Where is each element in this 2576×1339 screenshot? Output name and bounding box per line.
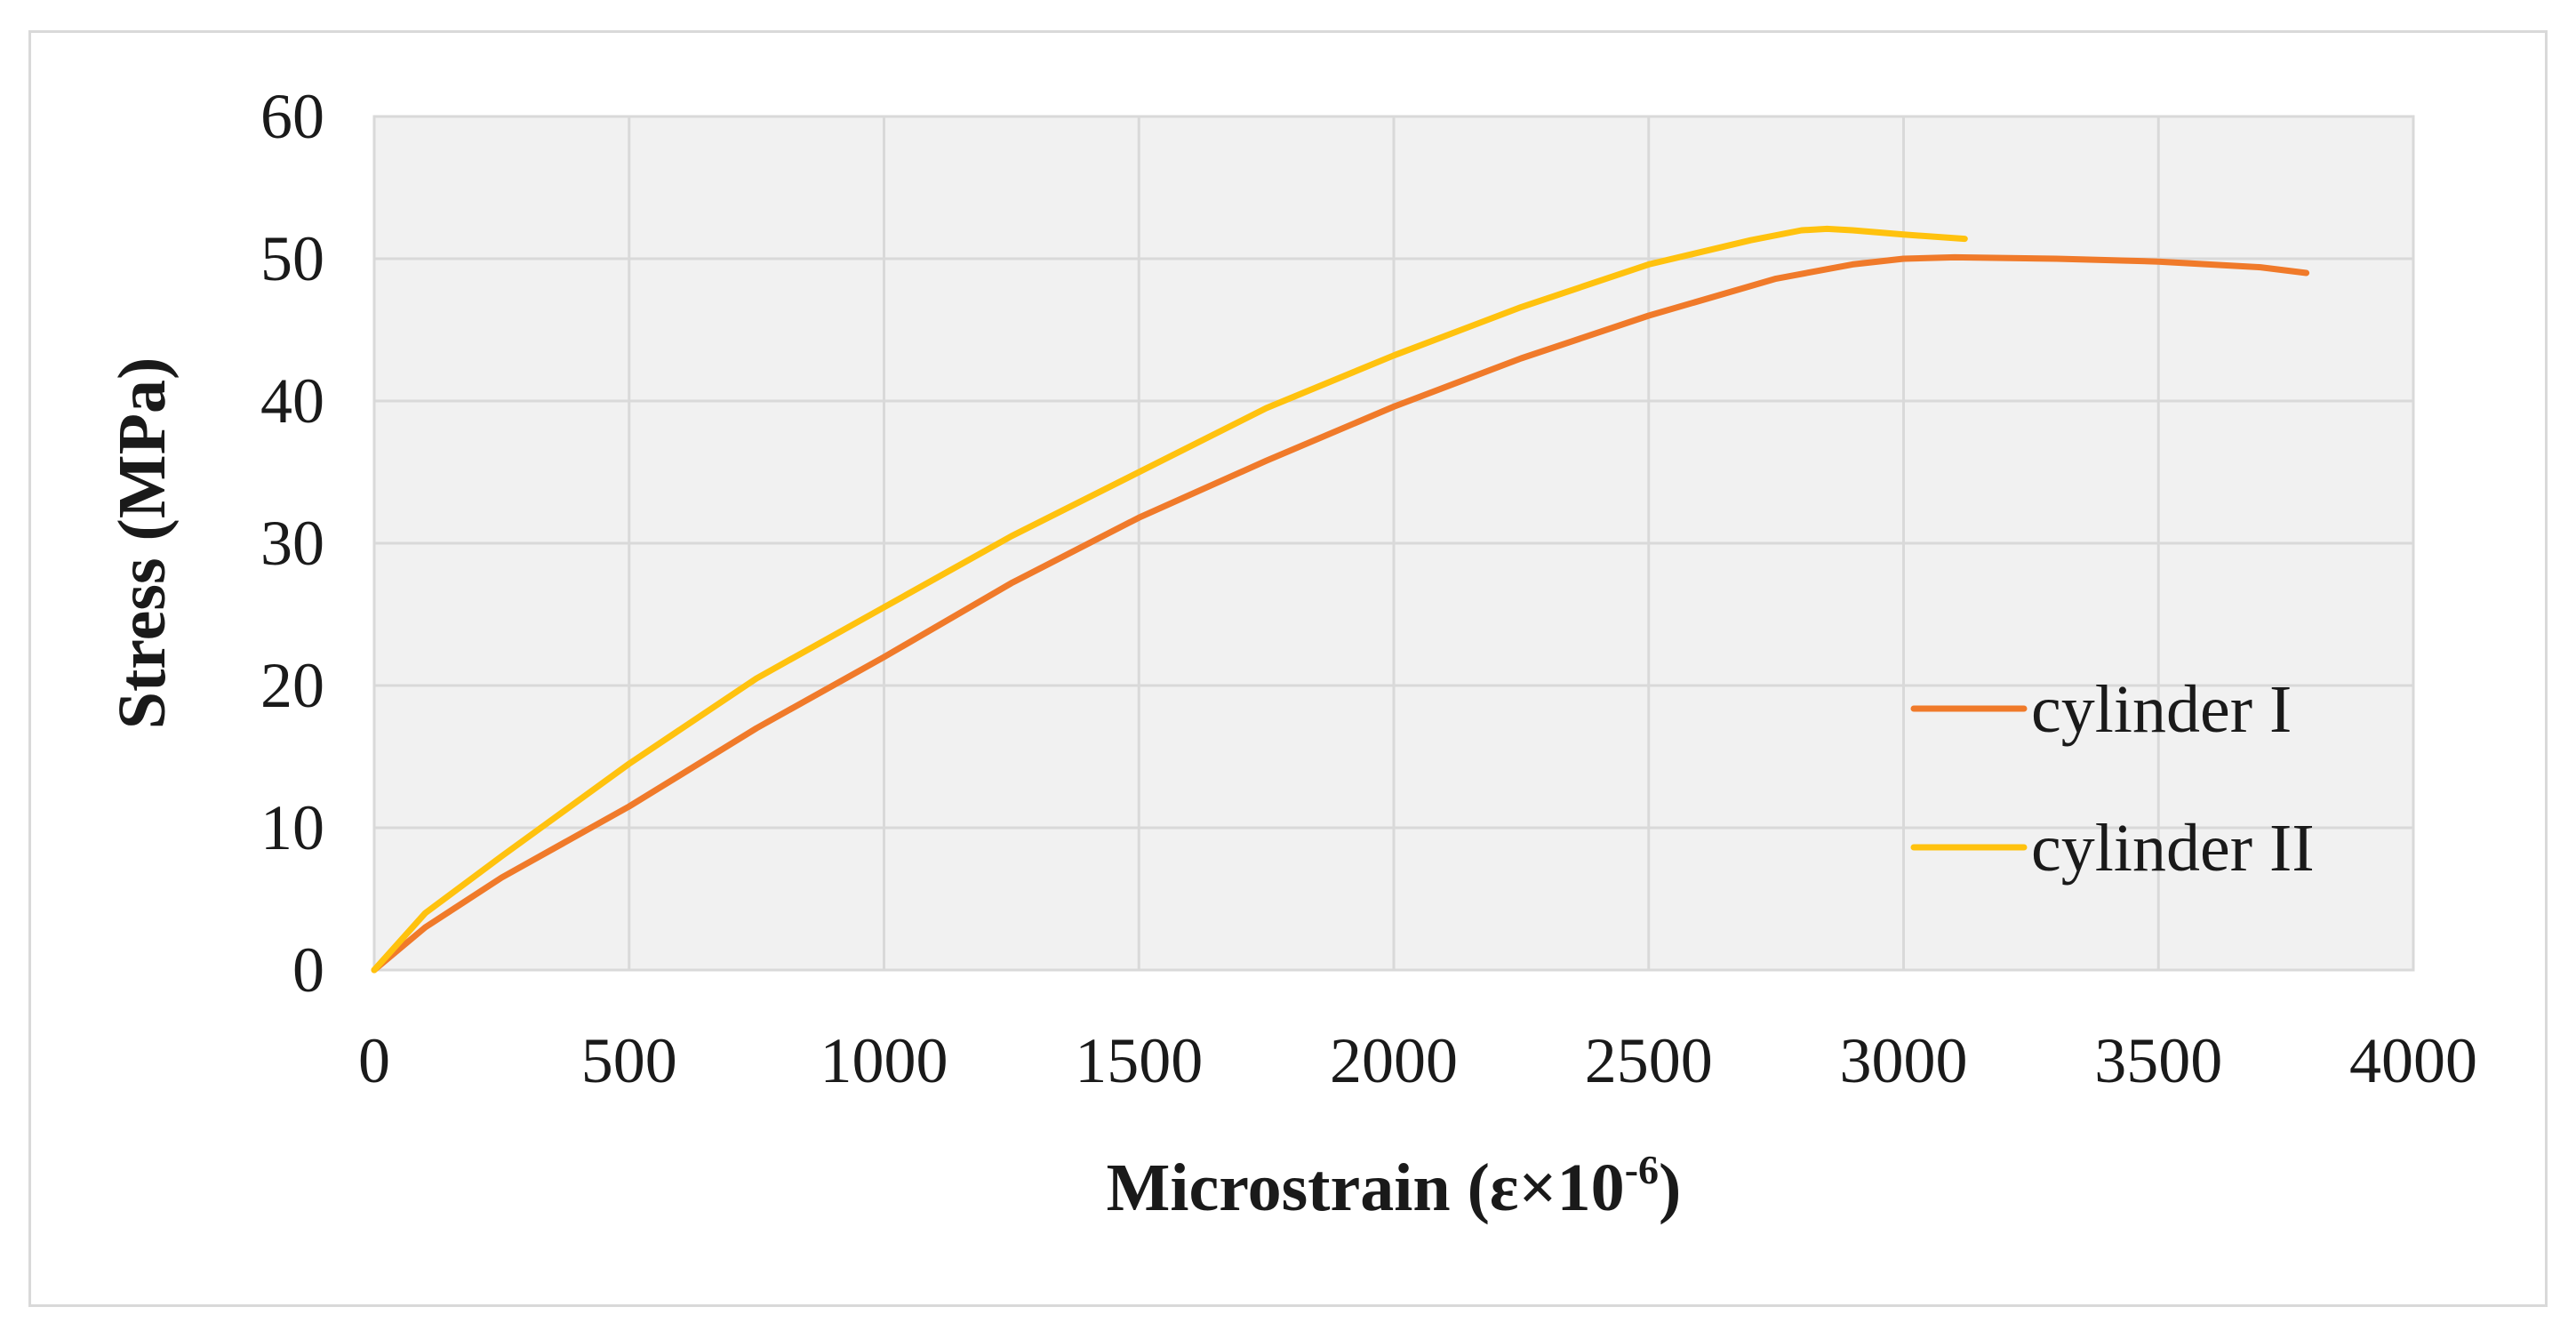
y-tick-labels: 0 10 20 30 40 50 60 [260, 81, 324, 1006]
series-line-1 [371, 253, 2310, 974]
y-tick-label: 40 [260, 365, 324, 437]
x-axis-title: Microstrain (ε×10-6) [1107, 1147, 1682, 1225]
legend-item-2[interactable]: cylinder II [1910, 811, 2315, 886]
x-axis-title-tail: ) [1659, 1151, 1681, 1225]
legend[interactable]: cylinder I cylinder II [1910, 672, 2315, 886]
legend-label: cylinder II [2031, 811, 2315, 886]
x-tick-label: 3000 [1840, 1025, 1968, 1096]
series-lines [371, 225, 2310, 974]
x-tick-labels: 0 500 1000 1500 2000 2500 3000 3500 4000 [358, 1025, 2477, 1096]
x-tick-label: 500 [581, 1025, 677, 1096]
x-tick-label: 3500 [2094, 1025, 2222, 1096]
y-tick-label: 30 [260, 508, 324, 579]
x-axis-title-superscript: -6 [1625, 1147, 1659, 1192]
y-tick-label: 0 [292, 934, 324, 1006]
legend-item-1[interactable]: cylinder I [1910, 672, 2292, 747]
x-tick-label: 1500 [1075, 1025, 1203, 1096]
x-tick-label: 2500 [1585, 1025, 1713, 1096]
y-tick-label: 10 [260, 792, 324, 863]
chart-frame: 0 10 20 30 40 50 60 0 500 1000 1500 2000 2500 3000 35… [28, 30, 2548, 1307]
legend-label: cylinder I [2031, 672, 2292, 747]
stress-strain-chart: 0 10 20 30 40 50 60 0 500 1000 1500 2000 2500 3000 35… [105, 81, 2477, 1225]
x-axis-title-main: Microstrain (ε×10 [1107, 1151, 1625, 1225]
x-tick-label: 2000 [1330, 1025, 1458, 1096]
x-tick-label: 0 [358, 1025, 390, 1096]
y-tick-label: 60 [260, 81, 324, 152]
x-tick-label: 4000 [2349, 1025, 2477, 1096]
series-line-2 [371, 225, 1968, 974]
y-tick-label: 50 [260, 223, 324, 294]
plot-area-border [372, 115, 2415, 972]
y-tick-label: 20 [260, 650, 324, 721]
x-tick-label: 1000 [820, 1025, 948, 1096]
y-axis-title: Stress (MPa) [105, 357, 180, 730]
